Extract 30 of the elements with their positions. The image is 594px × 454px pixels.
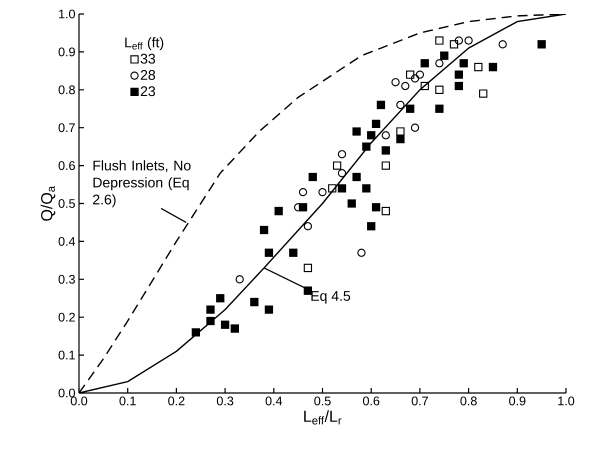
annotation: Eq 4.5 [311, 291, 350, 304]
x-tick-label: 0.7 [412, 396, 428, 406]
y-tick-label: 0.4 [58, 236, 76, 246]
legend-label: 33 [140, 54, 156, 64]
x-tick-label: 0.4 [266, 396, 282, 406]
x-tick-label: 0.8 [460, 396, 477, 406]
y-axis-title: Q/Q$_{a}$ [40, 186, 56, 221]
annotation: Flush Inlets, No Depression (Eq 2.6) [93, 160, 191, 208]
y-tick-label: 0.7 [58, 123, 75, 132]
x-tick-label: 0.3 [216, 396, 234, 406]
x-axis-title: L$_{eff}$/L$_{r}$ [304, 410, 342, 424]
x-tick-label: 0.5 [314, 396, 331, 406]
y-tick-label: 0.5 [58, 199, 75, 208]
x-tick-label: 0.6 [363, 396, 380, 406]
x-tick-label: 0.2 [168, 396, 184, 406]
y-tick-label: 0.9 [58, 47, 75, 56]
y-tick-label: 0.1 [58, 350, 75, 360]
y-tick-label: 0.6 [58, 161, 75, 170]
y-tick-label: 0.3 [58, 274, 75, 284]
y-tick-label: 0.2 [58, 312, 75, 322]
x-tick-label: 1.0 [558, 396, 574, 406]
y-tick-label: 1.0 [59, 10, 75, 18]
x-tick-label: 0.9 [509, 396, 526, 406]
x-tick-label: 0.0 [70, 396, 88, 406]
y-tick-label: 0.0 [58, 388, 75, 398]
legend-label: 28 [140, 70, 156, 80]
legend-label: 23 [140, 86, 156, 96]
x-tick-label: 0.1 [119, 396, 136, 406]
y-tick-label: 0.8 [58, 85, 75, 94]
legend-title: L$_{eff}$ (ft) [125, 37, 164, 50]
